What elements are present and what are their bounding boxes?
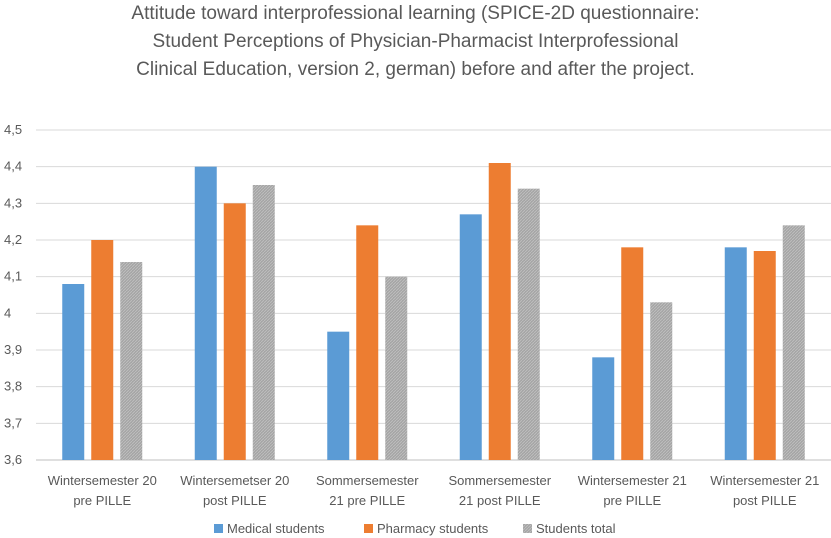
bar-students-total bbox=[517, 188, 540, 460]
y-tick-label: 4,3 bbox=[4, 195, 22, 210]
category-label: 21 pre PILLE bbox=[329, 493, 405, 508]
bar-pharmacy-students bbox=[91, 240, 114, 460]
bar-medical-students bbox=[592, 357, 615, 460]
chart-title-line-3: Clinical Education, version 2, german) b… bbox=[136, 59, 695, 80]
bar-students-total bbox=[782, 225, 805, 460]
category-label: Sommersemester bbox=[448, 473, 551, 488]
y-tick-label: 4,4 bbox=[4, 159, 22, 174]
category-label: Wintersemester 21 bbox=[710, 473, 819, 488]
bar-medical-students bbox=[62, 284, 85, 460]
gridlines bbox=[36, 129, 831, 461]
bar-students-total bbox=[120, 262, 143, 460]
category-label: post PILLE bbox=[733, 493, 797, 508]
category-label: post PILLE bbox=[203, 493, 267, 508]
legend-swatch bbox=[214, 524, 223, 533]
bar-medical-students bbox=[194, 166, 217, 460]
bar-pharmacy-students bbox=[356, 225, 379, 460]
chart-title-line-1: Attitude toward interprofessional learni… bbox=[131, 3, 700, 24]
category-label: 21 post PILLE bbox=[459, 493, 541, 508]
category-label: Wintersemester 21 bbox=[578, 473, 687, 488]
y-tick-label: 3,7 bbox=[4, 415, 22, 430]
legend-label: Students total bbox=[536, 521, 616, 536]
legend: Medical students Pharmacy students Student… bbox=[214, 521, 616, 536]
category-label: pre PILLE bbox=[73, 493, 131, 508]
y-tick-label: 3,8 bbox=[4, 379, 22, 394]
bar-pharmacy-students bbox=[621, 247, 644, 460]
chart-title: Attitude toward interprofessional learni… bbox=[40, 0, 791, 84]
legend-label: Pharmacy students bbox=[377, 521, 489, 536]
bar-pharmacy-students bbox=[753, 251, 776, 460]
y-tick-label: 3,6 bbox=[4, 452, 22, 467]
y-tick-label: 4,1 bbox=[4, 269, 22, 284]
legend-label: Medical students bbox=[227, 521, 325, 536]
category-label: Wintersemester 20 bbox=[48, 473, 157, 488]
category-label: pre PILLE bbox=[603, 493, 661, 508]
y-tick-label: 3,9 bbox=[4, 342, 22, 357]
bar-students-total bbox=[252, 185, 275, 460]
y-axis-ticks: 3,6 3,7 3,8 3,9 4 4,1 4,2 4,3 4,4 4,5 bbox=[4, 122, 22, 467]
category-label: Wintersemetser 20 bbox=[180, 473, 289, 488]
legend-swatch bbox=[523, 524, 532, 533]
x-axis-categories: Wintersemester 20 pre PILLE Wintersemetser… bbox=[48, 473, 820, 508]
bar-pharmacy-students bbox=[223, 203, 246, 461]
bar-medical-students bbox=[327, 331, 350, 460]
chart-title-line-2: Student Perceptions of Physician-Pharmac… bbox=[152, 31, 679, 52]
category-label: Sommersemester bbox=[316, 473, 419, 488]
y-tick-label: 4,5 bbox=[4, 122, 22, 137]
y-tick-label: 4 bbox=[4, 305, 11, 320]
bar-pharmacy-students bbox=[488, 163, 511, 460]
y-tick-label: 4,2 bbox=[4, 232, 22, 247]
bars bbox=[62, 163, 805, 461]
bar-students-total bbox=[650, 302, 673, 460]
legend-swatch bbox=[364, 524, 373, 533]
bar-medical-students bbox=[459, 214, 482, 460]
bar-medical-students bbox=[724, 247, 747, 460]
bar-students-total bbox=[385, 276, 408, 460]
